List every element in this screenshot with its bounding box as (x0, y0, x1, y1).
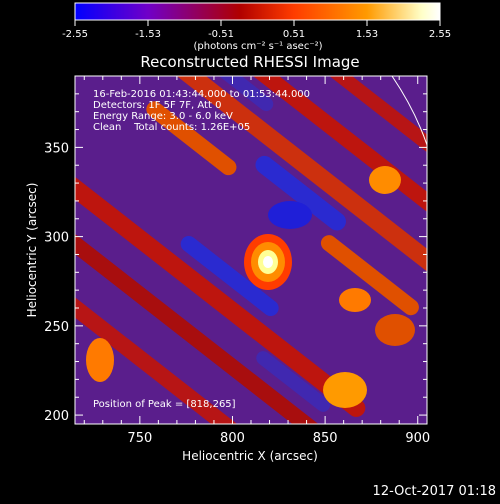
colorbar-tick-label: 0.51 (283, 29, 305, 40)
chart-title: Reconstructed RHESSI Image (140, 53, 359, 71)
observation-info: 16-Feb-2016 01:43:44.000 to 01:53:44.000… (93, 89, 310, 133)
colorbar-unit-label: (photons cm⁻² s⁻¹ asec⁻²) (193, 41, 322, 52)
colorbar-tick-label: -0.51 (208, 29, 234, 40)
peak-position-label: Position of Peak = [818,265] (93, 399, 236, 410)
colorbar-tick-label: -2.55 (62, 29, 88, 40)
x-axis: 750 800 850 900 (83, 76, 430, 446)
colorbar-tick-label: -1.53 (135, 29, 161, 40)
colorbar-ticks: -2.55 -1.53 -0.51 0.51 1.53 2.55 (62, 20, 451, 40)
x-tick-label: 750 (127, 431, 152, 446)
colorbar-tick-label: 2.55 (429, 29, 451, 40)
generation-timestamp: 12-Oct-2017 01:18 (373, 484, 496, 499)
x-tick-label: 850 (313, 431, 338, 446)
colorbar-tick-label: 1.53 (356, 29, 378, 40)
annotation-detectors: Detectors: 1F 5F 7F, Att 0 (93, 100, 221, 111)
y-tick-label: 300 (44, 231, 69, 246)
annotation-energy-range: Energy Range: 3.0 - 6.0 keV (93, 111, 233, 122)
y-axis-label: Heliocentric Y (arcsec) (25, 183, 39, 318)
colorbar-gradient (74, 2, 441, 21)
y-tick-label: 250 (44, 320, 69, 335)
x-tick-label: 900 (405, 431, 430, 446)
y-tick-label: 200 (44, 409, 69, 424)
y-tick-label: 350 (44, 141, 69, 156)
annotation-total-counts: Clean Total counts: 1.26E+05 (93, 122, 250, 133)
annotation-time-range: 16-Feb-2016 01:43:44.000 to 01:53:44.000 (93, 89, 310, 100)
x-tick-label: 800 (220, 431, 245, 446)
y-axis: 200 250 300 350 (44, 93, 427, 424)
x-axis-label: Heliocentric X (arcsec) (182, 449, 318, 463)
colorbar: -2.55 -1.53 -0.51 0.51 1.53 2.55 (photons cm⁻… (62, 2, 451, 52)
